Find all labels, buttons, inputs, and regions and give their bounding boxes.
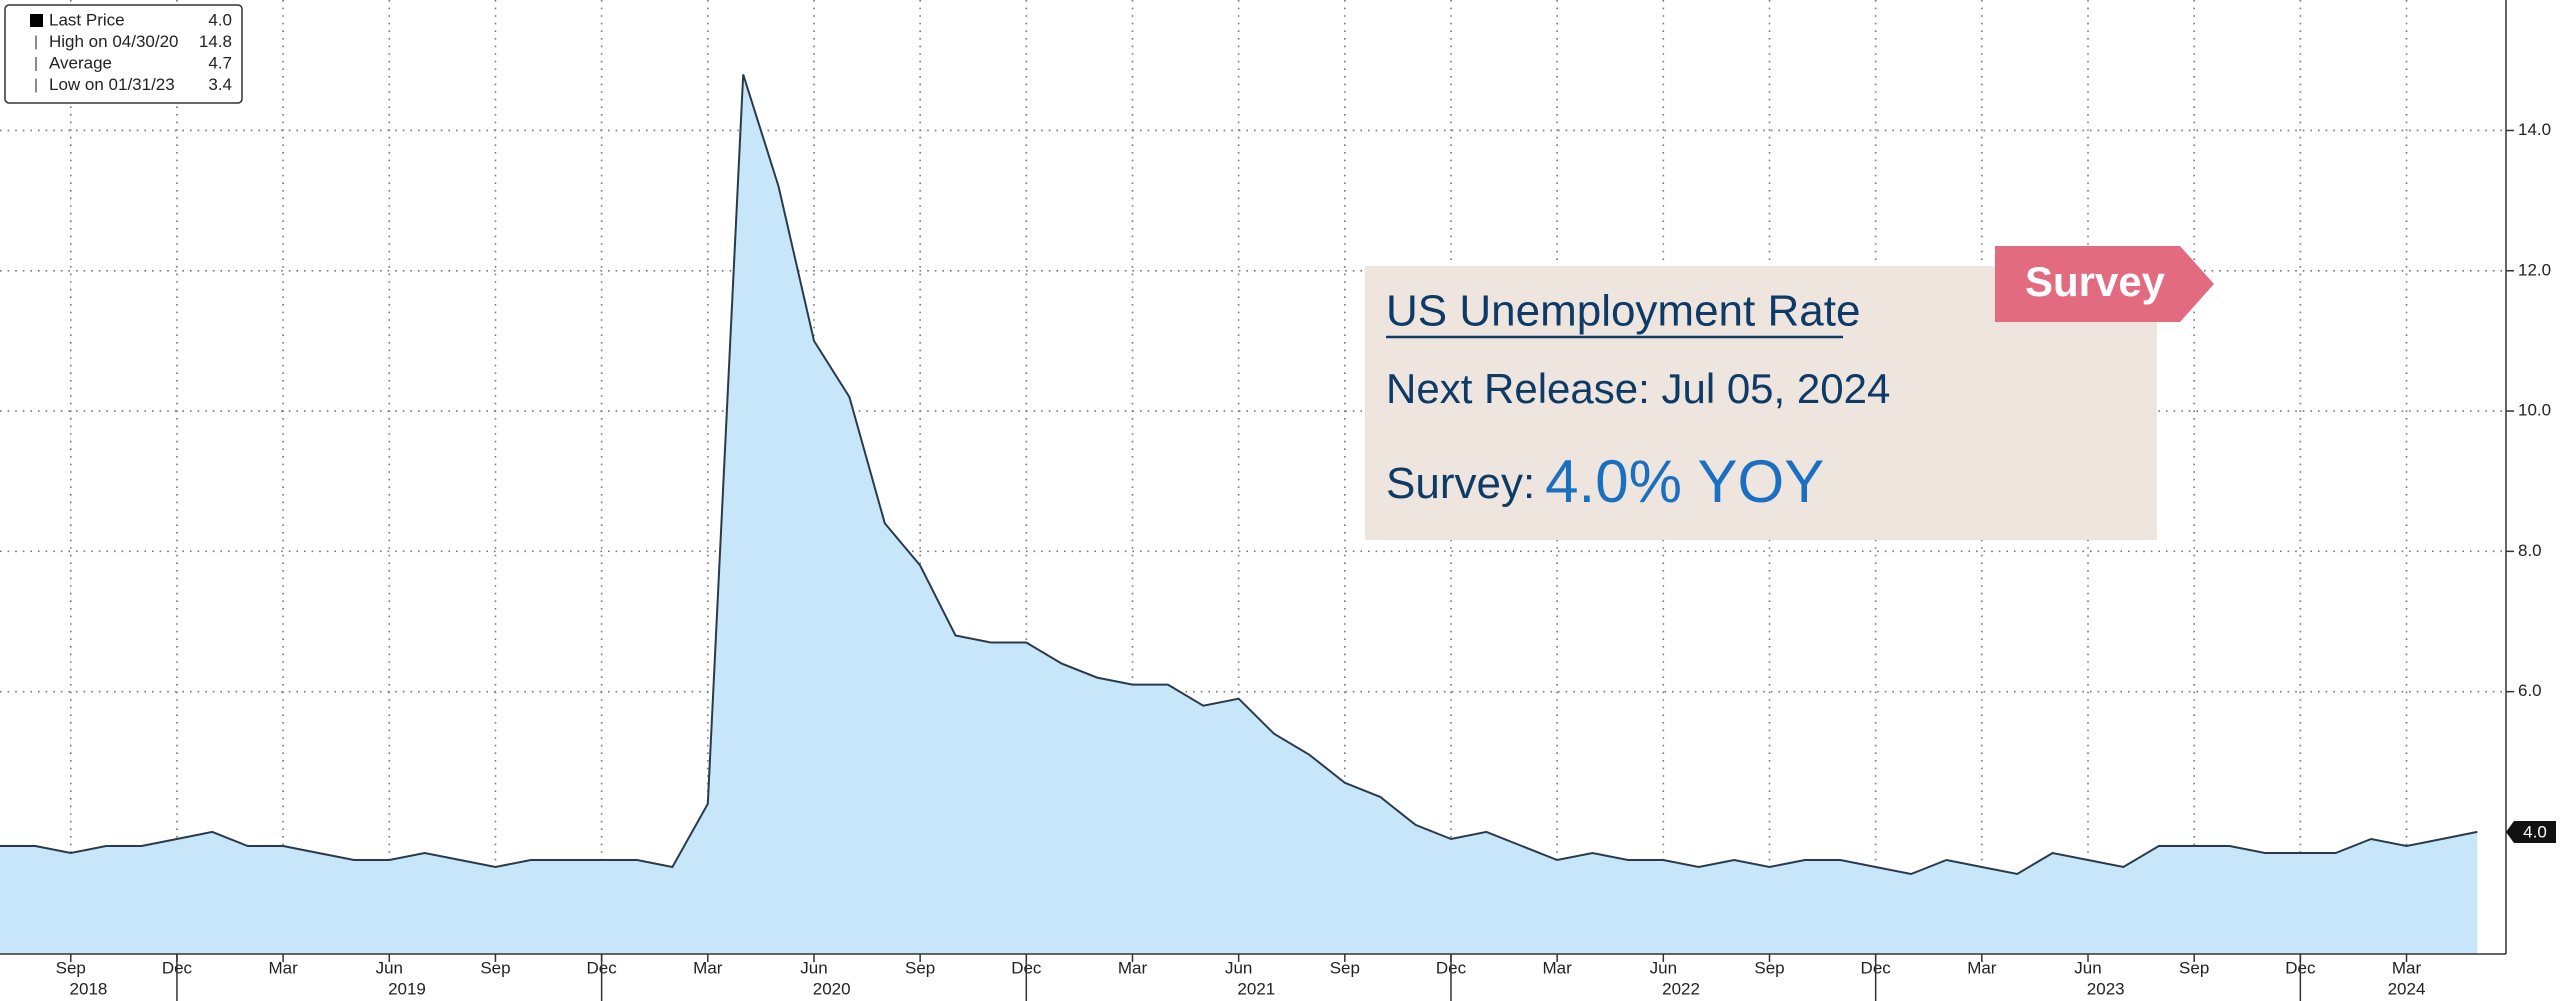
x-tick-label: Mar (693, 958, 723, 977)
legend-name: Average (49, 53, 112, 72)
x-tick-label: Jun (1650, 958, 1677, 977)
x-tick-label: Mar (1967, 958, 1997, 977)
legend-swatch (30, 14, 43, 27)
y-tick-label: 6.0 (2518, 681, 2542, 700)
year-label: 2018 (70, 979, 108, 998)
legend-box (4, 4, 243, 104)
legend-value: 3.4 (208, 75, 232, 94)
x-tick-label: Jun (800, 958, 827, 977)
x-tick-label: Mar (1543, 958, 1573, 977)
survey-value: 4.0% YOY (1545, 448, 1824, 515)
legend-value: 14.8 (199, 32, 232, 51)
legend-value: 4.7 (208, 53, 232, 72)
x-tick-label: Sep (56, 958, 86, 977)
last-value-label: 4.0 (2523, 822, 2547, 841)
year-label: 2023 (2087, 979, 2125, 998)
x-tick-label: Sep (1754, 958, 1784, 977)
year-label: 2022 (1662, 979, 1700, 998)
legend: Last Price 4.0 High on 04/30/20 14.8 Average… (4, 4, 243, 104)
annotation-title: US Unemployment Rate (1386, 287, 1860, 336)
x-tick-label: Mar (2392, 958, 2422, 977)
x-tick-label: Sep (905, 958, 935, 977)
y-tick-label: 12.0 (2518, 260, 2551, 279)
year-label: 2024 (2388, 979, 2426, 998)
survey-tag-label: Survey (2025, 258, 2166, 305)
legend-name: Last Price (49, 10, 125, 29)
x-tick-label: Jun (376, 958, 403, 977)
y-tick-label: 14.0 (2518, 120, 2551, 139)
survey-prefix: Survey: (1386, 459, 1535, 508)
year-label: 2019 (388, 979, 426, 998)
x-tick-label: Sep (2179, 958, 2209, 977)
x-tick-label: Jun (1225, 958, 1252, 977)
y-tick-label: 8.0 (2518, 541, 2542, 560)
x-tick-label: Sep (480, 958, 510, 977)
legend-name: High on 04/30/20 (49, 32, 179, 51)
survey-line: Survey: 4.0% YOY (1386, 448, 1824, 515)
x-tick-label: Mar (1118, 958, 1148, 977)
line (0, 74, 2478, 876)
next-release: Next Release: Jul 05, 2024 (1386, 365, 1890, 412)
survey-tag (1995, 246, 2214, 322)
y-tick-label: 10.0 (2518, 401, 2551, 420)
area (0, 74, 2478, 954)
x-tick-label: Mar (268, 958, 298, 977)
x-tick-label: Jun (2074, 958, 2101, 977)
legend-name: Low on 01/31/23 (49, 75, 175, 94)
legend-value: 4.0 (208, 10, 232, 29)
year-label: 2021 (1237, 979, 1275, 998)
year-label: 2020 (813, 979, 851, 998)
x-tick-label: Sep (1330, 958, 1360, 977)
last-value-tag (2506, 820, 2556, 843)
